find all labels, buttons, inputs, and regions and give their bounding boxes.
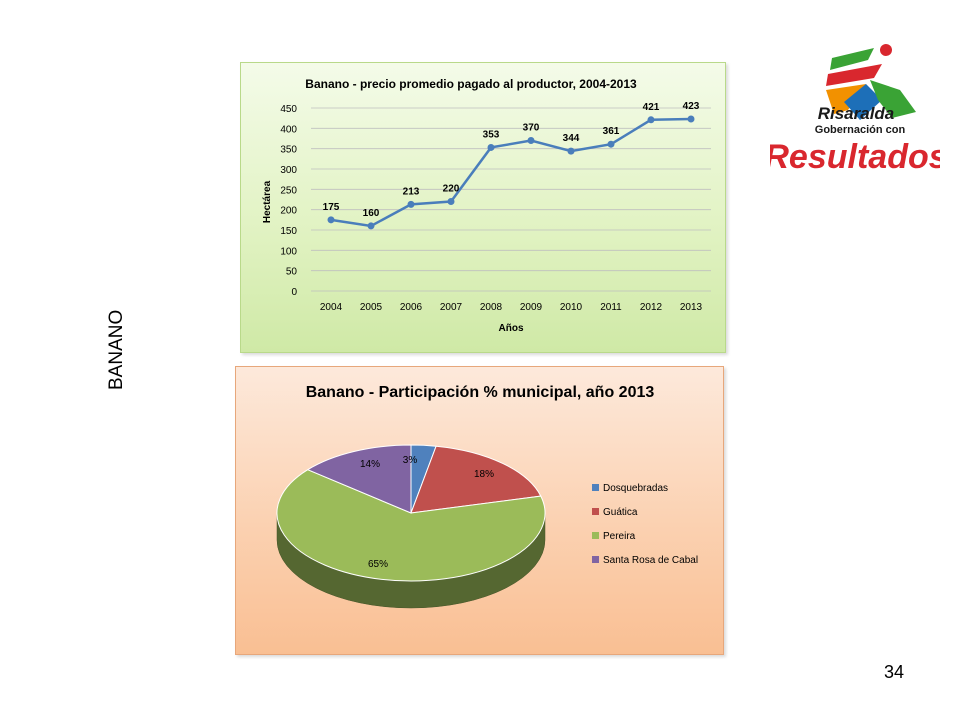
line-chart-x-axis: 2004 2005 2006 2007 2008 2009 2010 2011 2012 2013 xyxy=(320,302,703,313)
data-point xyxy=(608,141,615,148)
pie-chart-body xyxy=(277,445,545,608)
x-tick-label: 2013 xyxy=(680,302,703,313)
data-point xyxy=(528,137,535,144)
pie-chart-title: Banano - Participación % municipal, año … xyxy=(306,384,655,401)
side-title: BANANO xyxy=(96,300,136,390)
page-number: 34 xyxy=(884,662,924,683)
y-tick-label: 100 xyxy=(280,246,297,257)
data-label: 160 xyxy=(363,208,380,219)
y-tick-label: 50 xyxy=(286,267,298,278)
line-chart-panel: Banano - precio promedio pagado al produ… xyxy=(240,62,726,353)
gobernacion-logo: Risaralda Gobernación con Resultados xyxy=(770,40,940,180)
x-tick-label: 2004 xyxy=(320,302,343,313)
legend-entry: Pereira xyxy=(603,531,636,542)
data-label: 213 xyxy=(403,186,420,197)
x-tick-label: 2006 xyxy=(400,302,423,313)
line-chart: Banano - precio promedio pagado al produ… xyxy=(241,63,725,352)
data-point xyxy=(488,144,495,151)
y-tick-label: 200 xyxy=(280,206,297,217)
line-chart-xlabel: Años xyxy=(499,323,524,334)
pie-data-label: 3% xyxy=(403,455,418,466)
data-label: 220 xyxy=(443,184,460,195)
y-tick-label: 300 xyxy=(280,165,297,176)
y-tick-label: 150 xyxy=(280,226,297,237)
y-tick-label: 450 xyxy=(280,104,297,115)
legend-swatch xyxy=(592,556,599,563)
data-label: 423 xyxy=(683,101,700,112)
data-label: 421 xyxy=(643,102,660,113)
line-chart-series xyxy=(328,115,695,229)
pie-data-label: 65% xyxy=(368,559,388,570)
data-point xyxy=(648,116,655,123)
data-point xyxy=(408,201,415,208)
x-tick-label: 2011 xyxy=(600,302,622,313)
pie-chart-panel: Banano - Participación % municipal, año … xyxy=(235,366,724,655)
x-tick-label: 2012 xyxy=(640,302,663,313)
pie-chart-legend: Dosquebradas Guática Pereira Santa Rosa de … xyxy=(592,483,698,566)
legend-swatch xyxy=(592,532,599,539)
x-tick-label: 2005 xyxy=(360,302,383,313)
data-point xyxy=(448,198,455,205)
legend-swatch xyxy=(592,508,599,515)
side-title-text: BANANO xyxy=(106,310,127,390)
data-label: 370 xyxy=(523,123,540,134)
x-tick-label: 2007 xyxy=(440,302,463,313)
legend-entry: Guática xyxy=(603,507,638,518)
y-tick-label: 400 xyxy=(280,124,297,135)
line-chart-data-labels: 175 160 213 220 353 370 344 361 421 423 xyxy=(323,101,700,219)
data-label: 361 xyxy=(603,126,620,137)
data-point xyxy=(688,115,695,122)
data-point xyxy=(328,216,335,223)
data-point xyxy=(568,148,575,155)
y-tick-label: 250 xyxy=(280,185,297,196)
line-chart-grid xyxy=(311,108,711,291)
legend-entry: Santa Rosa de Cabal xyxy=(603,555,698,566)
legend-swatch xyxy=(592,484,599,491)
data-label: 175 xyxy=(323,202,340,213)
line-chart-ylabel: Hectárea xyxy=(262,180,273,223)
y-tick-label: 0 xyxy=(291,287,297,298)
logo-line3: Resultados xyxy=(770,138,940,176)
legend-entry: Dosquebradas xyxy=(603,483,668,494)
line-chart-title: Banano - precio promedio pagado al produ… xyxy=(305,77,637,91)
x-tick-label: 2008 xyxy=(480,302,503,313)
pie-data-label: 18% xyxy=(474,469,494,480)
x-tick-label: 2009 xyxy=(520,302,543,313)
y-tick-label: 350 xyxy=(280,145,297,156)
logo-line1: Risaralda xyxy=(818,104,895,123)
pie-data-label: 14% xyxy=(360,459,380,470)
data-point xyxy=(368,222,375,229)
pie-chart: Banano - Participación % municipal, año … xyxy=(236,367,723,654)
data-label: 344 xyxy=(563,133,580,144)
data-label: 353 xyxy=(483,129,500,140)
x-tick-label: 2010 xyxy=(560,302,583,313)
line-chart-y-axis: 0 50 100 150 200 250 300 350 400 450 xyxy=(280,104,297,298)
logo-line2: Gobernación con xyxy=(815,124,906,136)
